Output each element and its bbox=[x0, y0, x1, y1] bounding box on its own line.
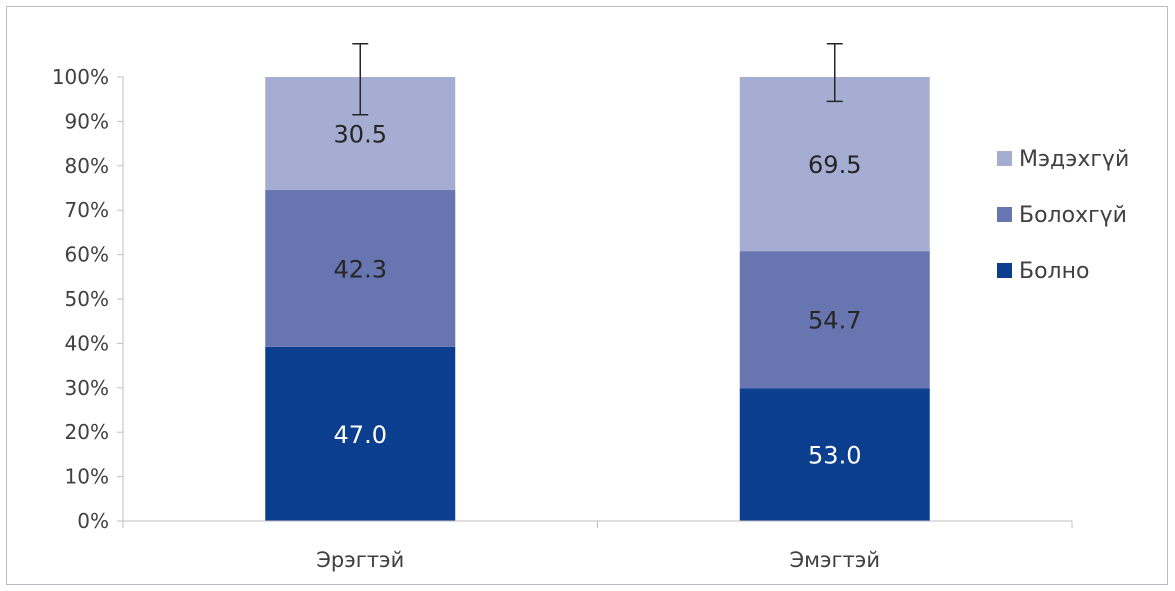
y-tick-label: 60% bbox=[65, 243, 109, 267]
y-tick-label: 50% bbox=[65, 287, 109, 311]
data-label: 53.0 bbox=[808, 442, 861, 470]
y-axis: 0% 10% 20% 30% 40% 50% 60% 70% 80% 90% 100% bbox=[52, 65, 124, 533]
y-tick-label: 10% bbox=[65, 465, 109, 489]
data-label: 42.3 bbox=[334, 255, 387, 283]
legend-swatch bbox=[997, 263, 1012, 278]
legend: Мэдэхгүй Болохгүй Болно bbox=[997, 147, 1129, 284]
y-tick-label: 100% bbox=[52, 65, 109, 89]
y-tick-label: 20% bbox=[65, 420, 109, 444]
legend-label: Мэдэхгүй bbox=[1019, 147, 1129, 172]
bar-segment bbox=[265, 190, 456, 347]
bar-labels: 47.0 42.3 30.5 53.0 54.7 69.5 bbox=[334, 121, 862, 470]
y-tick-label: 80% bbox=[65, 154, 109, 178]
bar-segment bbox=[265, 346, 456, 521]
legend-label: Болохгүй bbox=[1019, 203, 1127, 228]
x-category-label: Эрэгтэй bbox=[316, 548, 404, 572]
y-tick-label: 40% bbox=[65, 331, 109, 355]
bar-segment bbox=[739, 388, 930, 521]
x-category-label: Эмэгтэй bbox=[790, 548, 880, 572]
legend-label: Болно bbox=[1019, 259, 1089, 284]
data-label: 69.5 bbox=[808, 151, 861, 179]
y-tick-label: 90% bbox=[65, 109, 109, 133]
y-tick-label: 70% bbox=[65, 198, 109, 222]
x-axis: Эрэгтэй Эмэгтэй bbox=[122, 520, 1073, 572]
chart-frame: 0% 10% 20% 30% 40% 50% 60% 70% 80% 90% 100% 47.0 42… bbox=[6, 6, 1168, 585]
y-tick-label: 0% bbox=[77, 509, 109, 533]
data-label: 54.7 bbox=[808, 307, 861, 335]
legend-swatch bbox=[997, 151, 1012, 166]
bars bbox=[265, 77, 930, 521]
bar-segment bbox=[739, 77, 930, 252]
y-tick-label: 30% bbox=[65, 376, 109, 400]
data-label: 47.0 bbox=[334, 421, 387, 449]
bar-segment bbox=[739, 251, 930, 389]
data-label: 30.5 bbox=[334, 121, 387, 149]
legend-swatch bbox=[997, 207, 1012, 222]
error-bars bbox=[352, 42, 843, 116]
stacked-bar-chart: 0% 10% 20% 30% 40% 50% 60% 70% 80% 90% 100% 47.0 42… bbox=[52, 42, 1129, 572]
